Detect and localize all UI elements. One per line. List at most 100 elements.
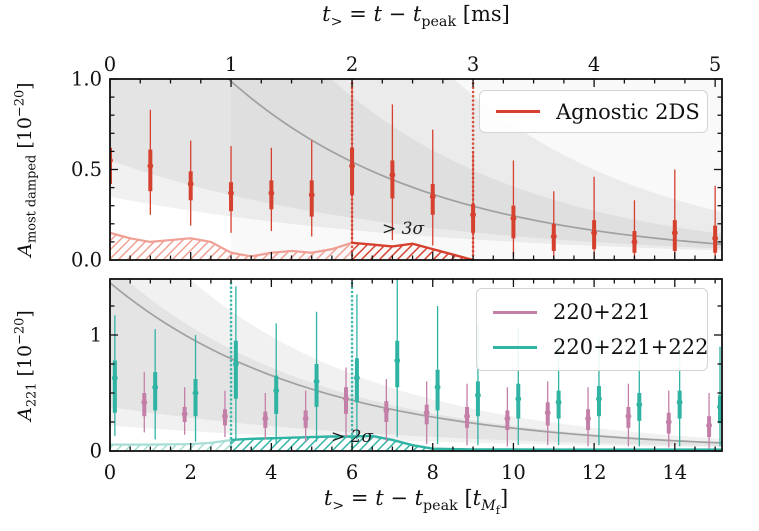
median-marker [111, 375, 118, 381]
median-marker [262, 415, 269, 422]
exclusion-hatch-pale [110, 232, 353, 260]
median-marker [625, 413, 632, 420]
exclusion-hatch-dark [352, 242, 474, 260]
median-marker [510, 215, 517, 222]
legend-label: 220+221+222 [553, 335, 709, 359]
median-marker [141, 399, 148, 406]
median-marker [464, 413, 470, 420]
legend-entry-agnostic-2ds: Agnostic 2DS [480, 100, 707, 124]
tick-label: 4 [265, 461, 277, 484]
median-marker [555, 399, 562, 406]
median-marker [313, 378, 320, 385]
bottom-panel-frame [109, 278, 723, 452]
tick-label: 12 [582, 461, 607, 484]
median-marker [228, 190, 234, 196]
median-marker [434, 384, 441, 391]
model-median-curve [110, 79, 722, 246]
median-marker [423, 409, 430, 416]
legend-entry-220-221: 220+221 [477, 300, 707, 324]
median-marker [706, 422, 712, 429]
median-marker [712, 235, 719, 242]
exclusion-boundary-pale [110, 231, 353, 258]
tick-label: 1 [225, 53, 237, 76]
exclusion-hatch-pale [110, 439, 232, 451]
tick-label: 1 [90, 324, 102, 347]
median-marker [353, 375, 360, 381]
model-credible-band [110, 279, 722, 448]
bottom-legend: 220+221 220+221+222 [476, 288, 708, 371]
median-marker [636, 401, 643, 408]
tick-label: 1.0 [71, 68, 102, 91]
median-marker [268, 190, 275, 196]
legend-label: 220+221 [553, 300, 651, 324]
legend-line-swatch [496, 110, 540, 113]
median-marker [470, 211, 476, 218]
median-marker [504, 415, 511, 422]
median-marker [717, 404, 722, 410]
top-panel-ticks [109, 78, 722, 261]
median-marker [181, 410, 188, 417]
median-marker [343, 395, 349, 402]
median-marker [232, 361, 239, 367]
exclusion-boundary-dark [230, 434, 722, 451]
bottom-panel [110, 279, 722, 452]
tick-label: 5 [709, 53, 721, 76]
median-marker [302, 415, 309, 422]
tick-label: 0 [90, 440, 102, 463]
median-marker [544, 409, 551, 416]
model-credible-band [110, 279, 722, 446]
top-legend: Agnostic 2DS [479, 90, 708, 133]
median-marker [671, 229, 678, 236]
median-marker [550, 233, 557, 240]
median-marker [192, 390, 199, 396]
tick-label: 0 [104, 53, 116, 76]
top-tick-labels: 0 1 2 3 4 5 0.0 0.5 1.0 [71, 53, 721, 272]
tick-label: 6 [346, 461, 358, 484]
tick-label: 14 [662, 461, 687, 484]
median-marker [308, 191, 315, 198]
median-marker [222, 413, 228, 420]
legend-label: Agnostic 2DS [556, 99, 700, 124]
top-y-axis-title: Amost damped [10−20] [12, 82, 40, 257]
median-marker [591, 229, 598, 236]
bottom-tick-labels: 0 2 4 6 8 10 12 14 0 1 [90, 324, 688, 485]
tick-label: 8 [427, 461, 439, 484]
bottom-y-axis-title: A221 [10−20] [12, 310, 40, 421]
exclusion-hatch-dark [231, 435, 722, 451]
median-marker [515, 395, 522, 402]
tick-label: 3 [467, 53, 479, 76]
median-marker [585, 415, 591, 422]
annotation-3sigma: > 3σ [382, 219, 425, 239]
median-marker [475, 392, 481, 399]
model-median-curve [110, 282, 722, 444]
bottom-x-axis-title: t> = t − tpeak [tMf] [323, 486, 509, 518]
tick-label: 4 [588, 53, 600, 76]
median-marker [383, 407, 390, 414]
median-marker [394, 357, 401, 364]
tick-label: 0.0 [71, 249, 102, 272]
tick-label: 10 [501, 461, 526, 484]
tick-label: 0.5 [71, 158, 102, 181]
legend-line-swatch [493, 310, 537, 314]
bottom-panel-ticks [109, 279, 722, 452]
tick-label: 2 [346, 53, 358, 76]
median-marker [596, 395, 602, 402]
median-marker [147, 162, 154, 169]
annotation-2sigma: > 2σ [331, 427, 374, 447]
top-x-axis-title: t> = t − tpeak [ms] [322, 2, 510, 31]
median-marker [349, 162, 355, 169]
tick-label: 0 [104, 461, 116, 484]
tick-label: 2 [184, 461, 196, 484]
model-credible-band [110, 79, 722, 249]
legend-entry-220-221-222: 220+221+222 [477, 335, 709, 359]
median-marker [676, 399, 683, 406]
median-marker [152, 384, 159, 391]
median-marker [187, 181, 194, 187]
median-marker [665, 419, 672, 425]
median-marker [389, 172, 396, 178]
median-marker [110, 157, 113, 164]
median-marker [631, 239, 638, 245]
median-marker [429, 193, 436, 200]
